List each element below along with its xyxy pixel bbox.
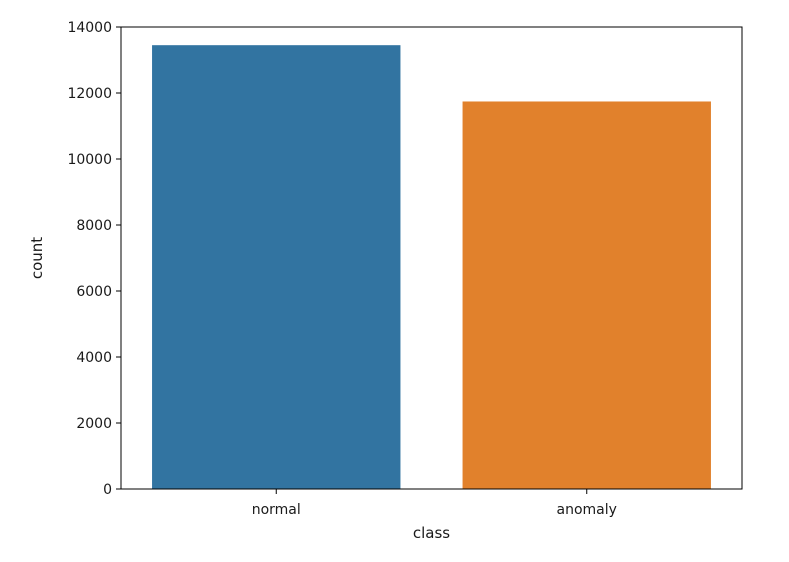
bar-normal: [152, 45, 401, 490]
y-tick-label: 2000: [76, 416, 112, 432]
y-tick-label: 6000: [76, 284, 112, 300]
y-axis-label: count: [28, 237, 46, 279]
x-axis-ticks: normal anomaly: [252, 489, 617, 518]
bars-group: [152, 45, 711, 490]
plot-frame: [120, 26, 743, 490]
y-tick-label: 8000: [76, 218, 112, 234]
y-tick-label: 14000: [67, 20, 112, 36]
y-tick-label: 10000: [67, 152, 112, 168]
x-tick-label: normal: [252, 502, 301, 518]
y-tick-label: 4000: [76, 350, 112, 366]
x-tick-label: anomaly: [557, 502, 617, 518]
x-axis-label: class: [413, 524, 450, 542]
y-tick-label: 0: [103, 482, 112, 498]
bar-anomaly: [462, 101, 711, 489]
y-axis-ticks: 0 2000 4000 6000 8000 10000 12000 14000: [67, 20, 121, 498]
y-tick-label: 12000: [67, 86, 112, 102]
